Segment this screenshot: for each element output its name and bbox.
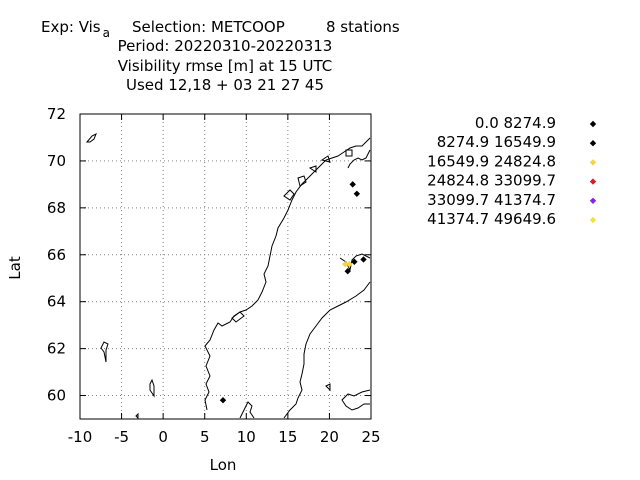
y-tick-label: 68 [47, 199, 66, 217]
legend-marker [589, 178, 597, 185]
plot-frame [79, 113, 372, 420]
x-tick-label: 20 [320, 428, 339, 446]
x-axis-ticks: -10 -5 0 5 10 15 20 25 [68, 114, 381, 446]
gridlines [80, 114, 371, 419]
legend-marker [589, 216, 597, 224]
x-tick-label: 5 [200, 428, 210, 446]
title-period: Period: 20220310-20220313 [118, 37, 333, 55]
legend-marker [589, 197, 597, 204]
title-selection: Selection: METCOOP [132, 18, 285, 36]
title-metric: Visibility rmse [m] at 15 UTC [118, 57, 332, 75]
legend-label: 8274.9 16549.9 [437, 133, 556, 151]
y-tick-label: 64 [47, 293, 66, 311]
station-marker [349, 181, 356, 188]
y-tick-label: 70 [47, 152, 66, 170]
legend-label: 33099.7 41374.7 [427, 191, 556, 209]
legend-marker [589, 120, 597, 128]
coastline-map [85, 132, 371, 420]
legend-label: 16549.9 24824.8 [427, 152, 556, 170]
station-markers [219, 181, 367, 404]
station-marker [353, 190, 361, 197]
legend-marker [589, 159, 597, 166]
station-marker [219, 397, 227, 404]
x-tick-label: 0 [158, 428, 168, 446]
station-marker [346, 260, 353, 268]
station-marker [342, 260, 349, 268]
station-marker [344, 267, 351, 275]
legend-marker [589, 140, 597, 147]
y-axis-label: Lat [6, 256, 24, 280]
x-tick-label: 25 [361, 428, 380, 446]
x-tick-label: 10 [237, 428, 256, 446]
x-tick-label: 15 [278, 428, 297, 446]
x-axis-label: Lon [210, 456, 237, 474]
legend-label: 41374.7 49649.6 [427, 210, 556, 228]
y-axis-ticks: 60 62 64 66 68 70 72 [47, 105, 371, 405]
y-tick-label: 62 [47, 340, 66, 358]
plot-area: -10 -5 0 5 10 15 20 25 60 62 64 66 68 70 72 [47, 105, 381, 446]
x-tick-label: -5 [114, 428, 129, 446]
y-tick-label: 72 [47, 105, 66, 123]
legend-label: 24824.8 33099.7 [427, 172, 556, 190]
y-tick-label: 60 [47, 387, 66, 405]
y-tick-label: 66 [47, 246, 66, 264]
station-marker [351, 258, 358, 266]
title-exp: Exp: Vis a [41, 18, 110, 40]
title-stations: 8 stations [326, 18, 400, 36]
title-used: Used 12,18 + 03 21 27 45 [126, 76, 324, 94]
station-marker [360, 256, 367, 263]
x-tick-label: -10 [68, 428, 93, 446]
legend-label: 0.0 8274.9 [475, 114, 556, 132]
